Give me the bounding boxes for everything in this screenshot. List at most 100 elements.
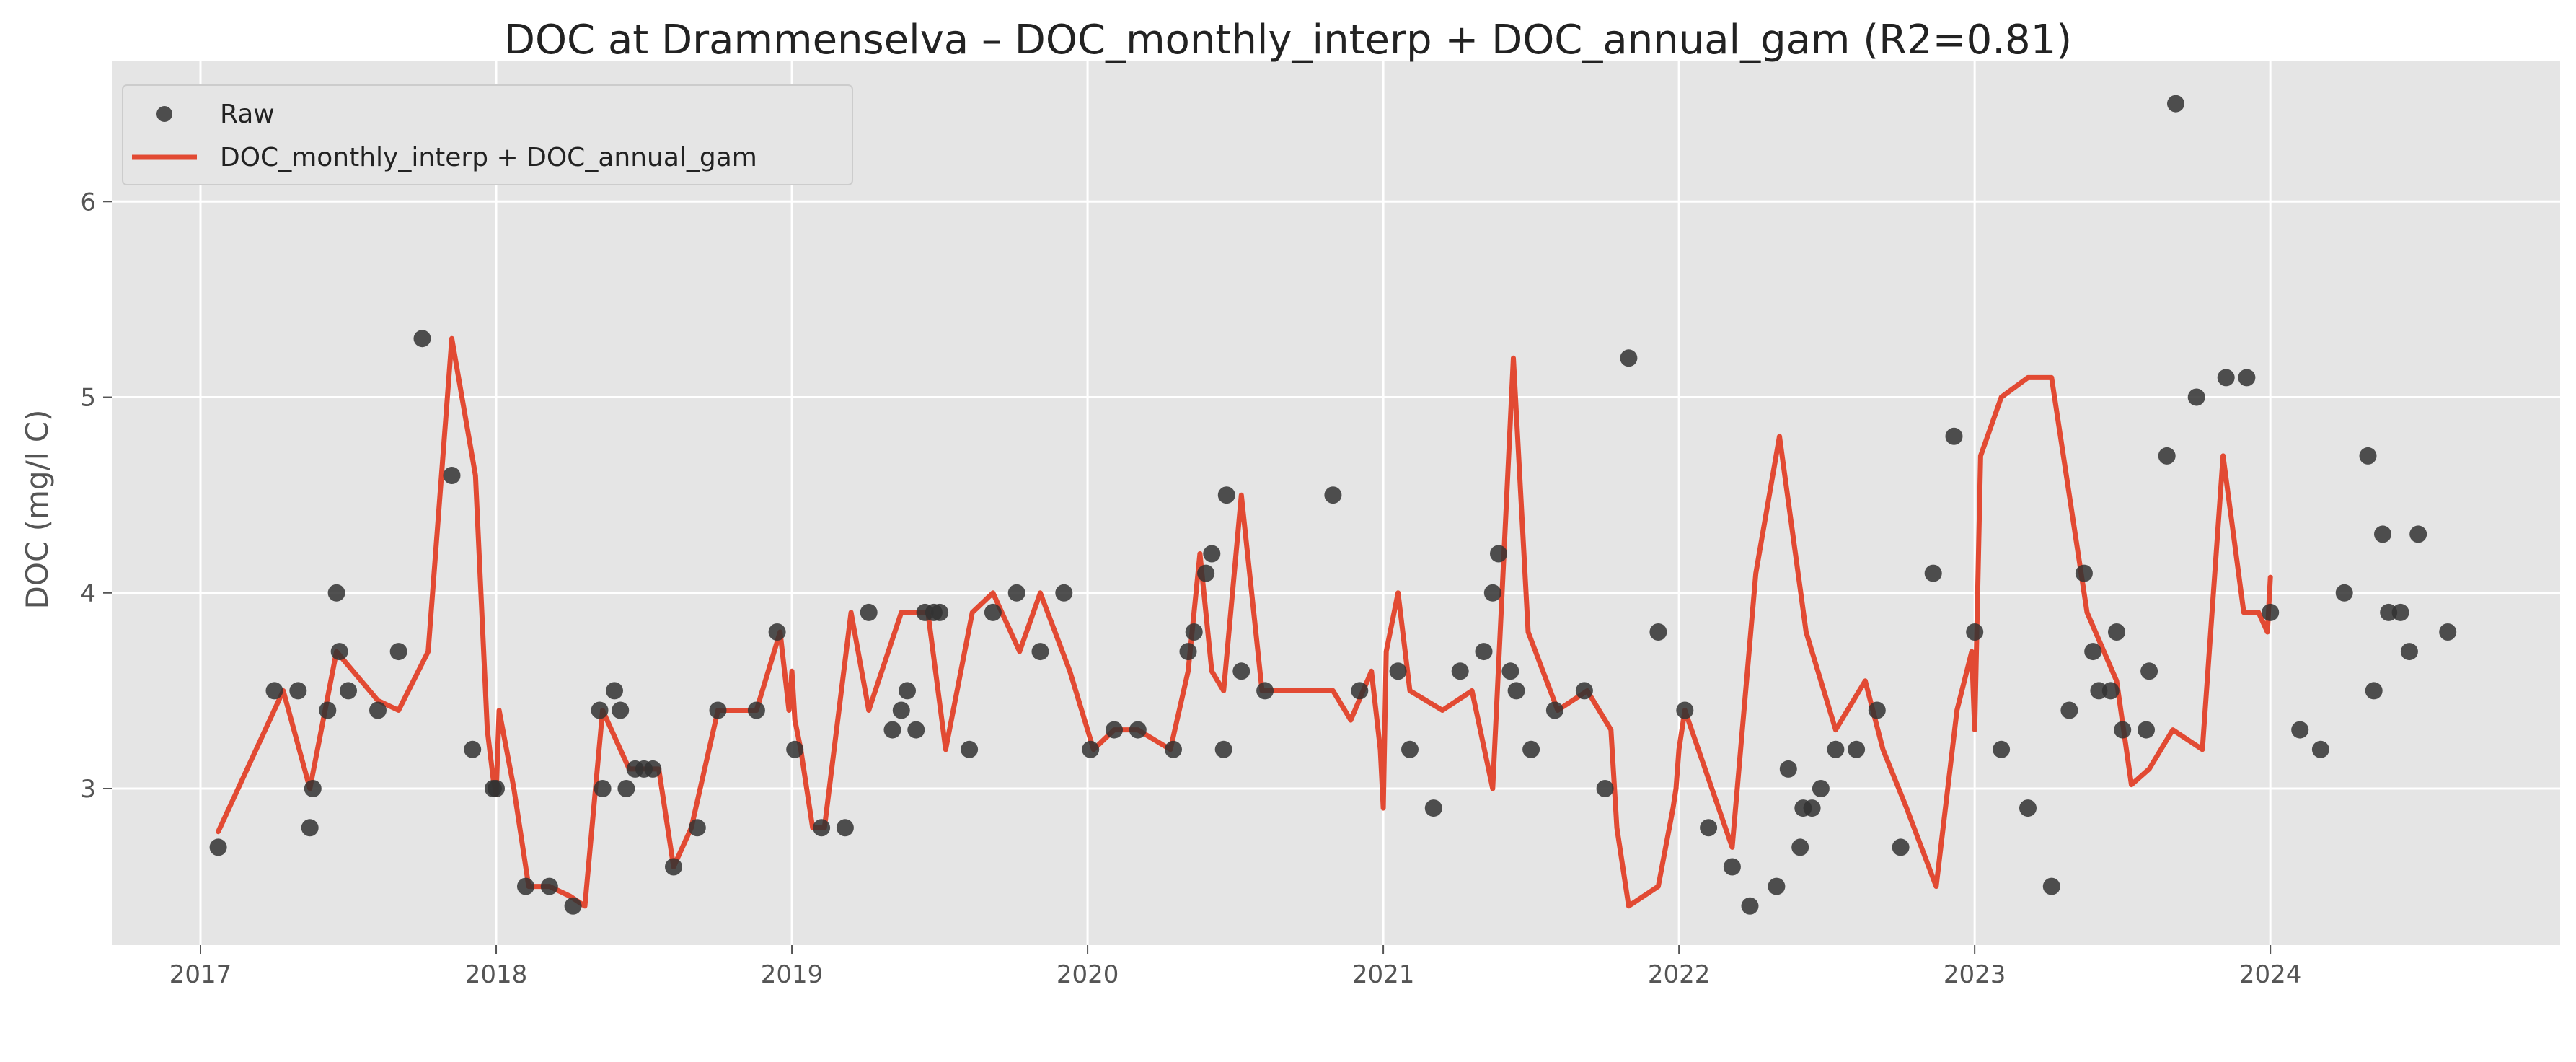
raw-point <box>2400 643 2418 661</box>
raw-point <box>1741 897 1759 915</box>
raw-point <box>1483 584 1501 602</box>
raw-point <box>2365 682 2383 700</box>
raw-points <box>209 95 2457 915</box>
raw-point <box>688 819 706 837</box>
x-tick-label: 2022 <box>1648 960 1711 989</box>
raw-point <box>617 780 635 797</box>
raw-point <box>1848 740 1866 758</box>
y-tick-label: 5 <box>80 384 96 413</box>
raw-point <box>1620 349 1638 367</box>
raw-point <box>1401 740 1419 758</box>
raw-point <box>2140 662 2158 680</box>
raw-point <box>1129 721 1147 739</box>
raw-point <box>813 819 831 837</box>
raw-point <box>1217 486 1235 504</box>
raw-point <box>1545 701 1563 719</box>
raw-point <box>340 682 357 700</box>
raw-point <box>389 643 407 661</box>
raw-point <box>540 877 558 895</box>
x-tick-label: 2017 <box>169 960 232 989</box>
raw-point <box>1324 486 1342 504</box>
raw-point <box>768 623 786 641</box>
raw-point <box>606 682 623 700</box>
raw-point <box>2138 721 2155 739</box>
raw-point <box>612 701 630 719</box>
raw-point <box>327 584 345 602</box>
raw-point <box>2409 525 2427 543</box>
raw-point <box>1507 682 1525 700</box>
raw-point <box>961 740 979 758</box>
raw-point <box>319 701 337 719</box>
raw-point <box>443 467 461 484</box>
raw-point <box>265 682 283 700</box>
raw-point <box>594 780 612 797</box>
raw-point <box>413 330 431 348</box>
raw-point <box>2084 643 2102 661</box>
raw-point <box>1214 740 1232 758</box>
raw-point <box>907 721 925 739</box>
x-tick-label: 2020 <box>1057 960 1119 989</box>
raw-point <box>2439 623 2457 641</box>
legend-raw-marker <box>156 106 172 122</box>
raw-point <box>1827 740 1845 758</box>
raw-point <box>301 819 319 837</box>
raw-point <box>209 838 227 856</box>
raw-point <box>330 643 348 661</box>
raw-point <box>1007 584 1025 602</box>
raw-point <box>2158 447 2176 465</box>
grid <box>112 61 2560 945</box>
raw-point <box>1082 740 1100 758</box>
raw-point <box>2090 682 2108 700</box>
raw-point <box>2262 603 2280 621</box>
raw-point <box>1424 799 1442 817</box>
raw-point <box>1197 564 1215 582</box>
raw-point <box>1945 427 1963 445</box>
y-tick-label: 6 <box>80 188 96 216</box>
x-tick-label: 2021 <box>1352 960 1415 989</box>
raw-point <box>1179 643 1197 661</box>
raw-point <box>464 740 482 758</box>
y-tick-label: 3 <box>80 775 96 804</box>
raw-point <box>1700 819 1718 837</box>
raw-point <box>1803 799 1821 817</box>
raw-point <box>2108 623 2125 641</box>
raw-point <box>1966 623 1984 641</box>
legend-fit-label: DOC_monthly_interp + DOC_annual_gam <box>220 143 757 172</box>
raw-point <box>2060 701 2078 719</box>
raw-point <box>1596 780 1614 797</box>
raw-point <box>2238 369 2256 387</box>
x-axis: 2017 2018 2019 2020 2021 2022 2023 2024 <box>169 945 2302 989</box>
x-tick-label: 2024 <box>2239 960 2302 989</box>
raw-point <box>1451 662 1469 680</box>
raw-point <box>2019 799 2037 817</box>
raw-point <box>1779 760 1797 778</box>
raw-point <box>1924 564 1942 582</box>
raw-point <box>1768 877 1786 895</box>
raw-point <box>786 740 804 758</box>
raw-point <box>1106 721 1123 739</box>
raw-point <box>564 897 582 915</box>
raw-point <box>1389 662 1407 680</box>
raw-point <box>1791 838 1809 856</box>
raw-point <box>892 701 910 719</box>
legend: Raw DOC_monthly_interp + DOC_annual_gam <box>122 84 853 185</box>
raw-point <box>984 603 1002 621</box>
raw-point <box>1165 740 1182 758</box>
raw-point <box>304 780 322 797</box>
raw-point <box>2187 388 2205 406</box>
raw-point <box>2374 525 2391 543</box>
fit-line-group <box>216 335 2273 909</box>
raw-point <box>2291 721 2309 739</box>
raw-point <box>1185 623 1203 641</box>
raw-point <box>2075 564 2093 582</box>
x-tick-label: 2018 <box>465 960 528 989</box>
raw-point <box>2311 740 2329 758</box>
raw-point <box>2359 447 2377 465</box>
x-tick-label: 2019 <box>761 960 824 989</box>
raw-point <box>836 819 854 837</box>
raw-point <box>899 682 916 700</box>
raw-point <box>517 877 534 895</box>
raw-point <box>1475 643 1493 661</box>
raw-point <box>1351 682 1369 700</box>
raw-point <box>644 760 662 778</box>
